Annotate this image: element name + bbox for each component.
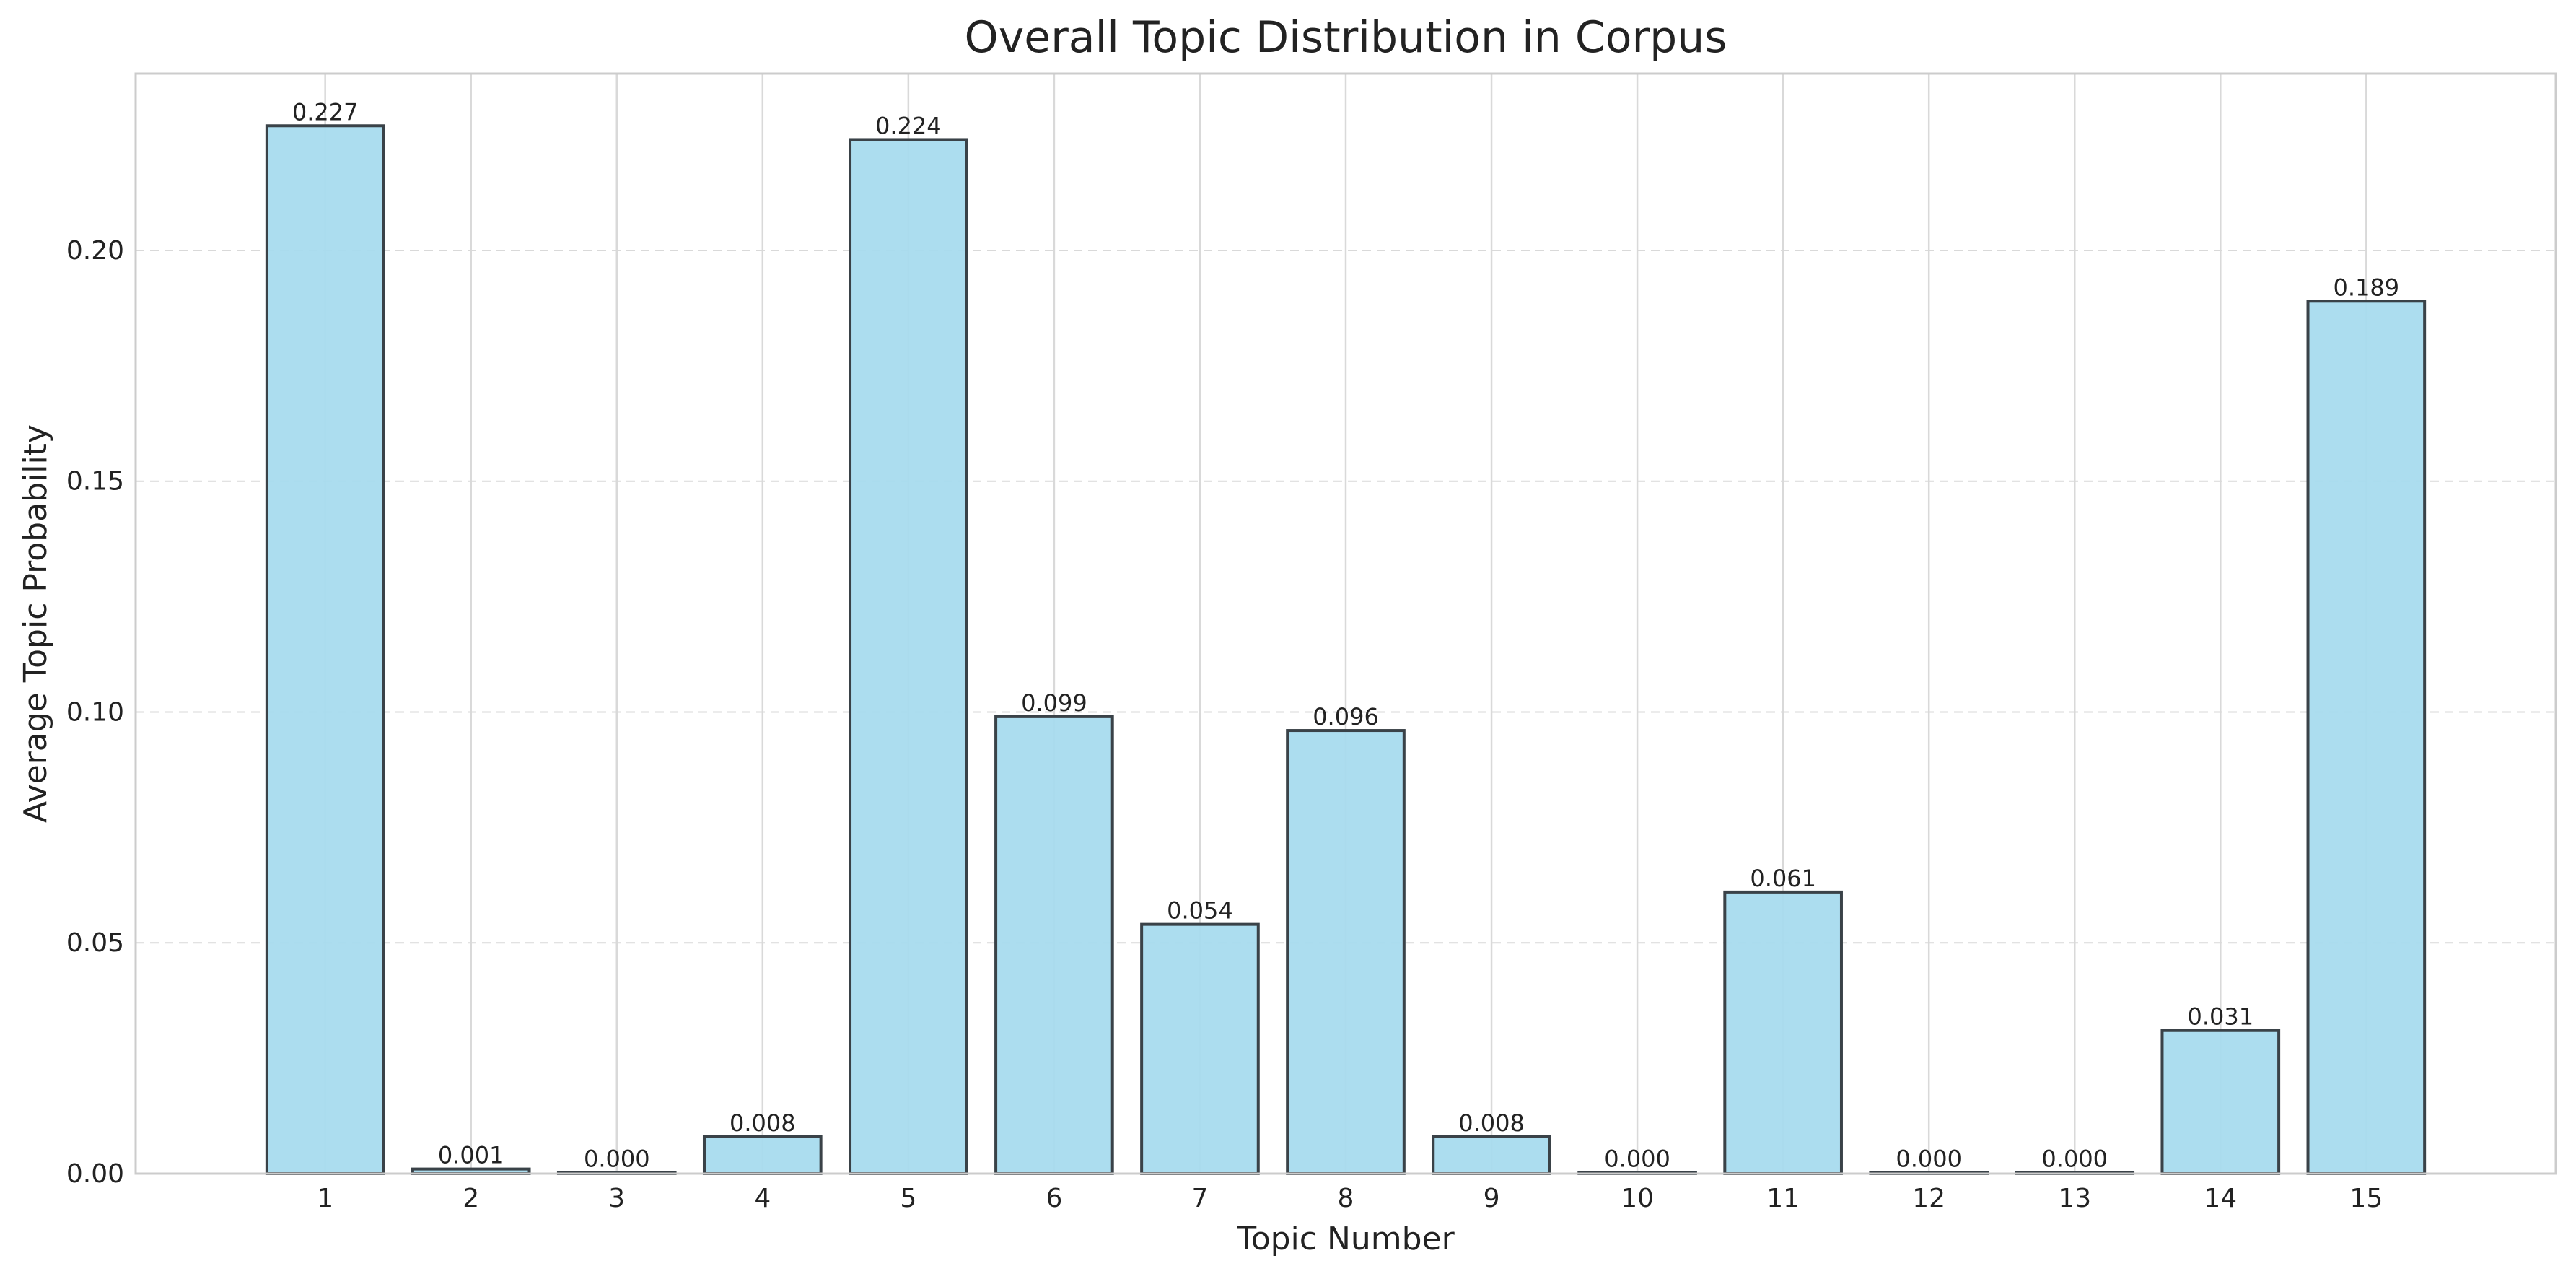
bar-value-label: 0.227 — [292, 98, 359, 126]
x-tick-label: 1 — [317, 1184, 333, 1213]
bar-topic-15 — [2306, 300, 2427, 1175]
x-tick-label: 2 — [463, 1184, 479, 1213]
bar-topic-9 — [1432, 1135, 1551, 1176]
x-tick-label: 15 — [2349, 1184, 2383, 1213]
x-tick-label: 9 — [1484, 1184, 1500, 1213]
x-tick-label: 5 — [900, 1184, 916, 1213]
data-label-layer: 0.227 0.001 0.000 0.008 0.224 0.099 0.054 0.096… — [292, 98, 2399, 1172]
x-tick-label: 10 — [1621, 1184, 1654, 1213]
x-tick-label: 4 — [754, 1184, 771, 1213]
bar-topic-1 — [265, 124, 385, 1176]
y-tick-label: 0.05 — [66, 928, 124, 958]
bar-layer — [265, 124, 2427, 1176]
y-tick-label: 0.00 — [66, 1159, 124, 1189]
x-tick-label: 6 — [1046, 1184, 1062, 1213]
x-tick-label: 11 — [1766, 1184, 1800, 1213]
bar-value-label: 0.000 — [584, 1145, 650, 1173]
bar-value-label: 0.031 — [2187, 1003, 2253, 1031]
bar-value-label: 0.099 — [1021, 689, 1087, 717]
bar-value-label: 0.061 — [1750, 865, 1816, 892]
y-axis-label: Average Topic Probability — [17, 424, 54, 823]
tick-label-layer: 0.000.050.100.150.201 2 3 4 5 6 7 8 9 10 11 12 13 14 1… — [66, 236, 2383, 1213]
bar-value-label: 0.000 — [1604, 1145, 1670, 1173]
x-tick-label: 13 — [2058, 1184, 2091, 1213]
bar-topic-7 — [1140, 922, 1260, 1175]
x-tick-label: 12 — [1912, 1184, 1945, 1213]
x-axis-label: Topic Number — [1236, 1221, 1455, 1257]
bar-topic-4 — [702, 1135, 823, 1176]
bar-topic-14 — [2160, 1029, 2281, 1176]
x-tick-label: 14 — [2204, 1184, 2237, 1213]
bar-value-label: 0.008 — [730, 1109, 796, 1137]
y-tick-label: 0.10 — [66, 697, 124, 727]
x-tick-label: 3 — [608, 1184, 625, 1213]
y-tick-label: 0.20 — [66, 236, 124, 266]
plot-frame — [134, 72, 2557, 1175]
bar-topic-8 — [1286, 729, 1406, 1175]
bar-value-label: 0.000 — [1896, 1145, 1962, 1173]
bar-value-label: 0.224 — [875, 112, 942, 139]
x-tick-label: 8 — [1338, 1184, 1354, 1213]
chart-title: Overall Topic Distribution in Corpus — [964, 12, 1727, 63]
bar-topic-5 — [849, 138, 968, 1176]
bar-topic-6 — [994, 715, 1114, 1175]
y-tick-label: 0.15 — [66, 467, 124, 497]
bar-value-label: 0.189 — [2334, 274, 2400, 301]
bar-topic-11 — [1723, 890, 1843, 1176]
bar-value-label: 0.001 — [438, 1142, 504, 1169]
bar-value-label: 0.008 — [1458, 1109, 1525, 1137]
bar-value-label: 0.096 — [1313, 703, 1379, 730]
bar-value-label: 0.000 — [2041, 1145, 2108, 1173]
bar-value-label: 0.054 — [1167, 897, 1233, 925]
x-tick-label: 7 — [1191, 1184, 1208, 1213]
